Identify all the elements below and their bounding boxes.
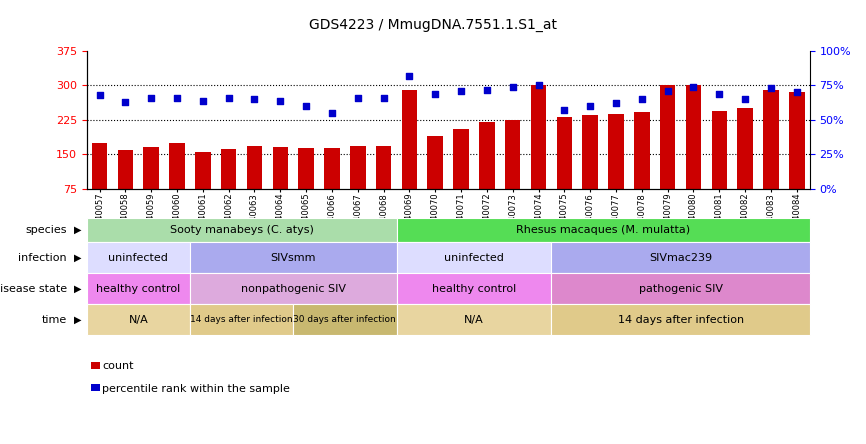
Bar bbox=[712, 111, 727, 223]
Point bbox=[93, 91, 107, 99]
Text: ▶: ▶ bbox=[74, 253, 81, 262]
Text: percentile rank within the sample: percentile rank within the sample bbox=[102, 384, 290, 393]
Point bbox=[377, 94, 391, 101]
Point bbox=[274, 97, 288, 104]
Bar bbox=[763, 90, 779, 223]
Text: species: species bbox=[25, 225, 67, 235]
Bar bbox=[608, 114, 624, 223]
Bar bbox=[505, 120, 520, 223]
Point bbox=[532, 82, 546, 89]
Text: disease state: disease state bbox=[0, 284, 67, 293]
Point bbox=[325, 109, 339, 116]
Text: ▶: ▶ bbox=[74, 225, 81, 235]
Point bbox=[299, 103, 313, 110]
Point bbox=[119, 99, 132, 106]
Text: healthy control: healthy control bbox=[432, 284, 516, 293]
Text: healthy control: healthy control bbox=[96, 284, 180, 293]
Text: nonpathogenic SIV: nonpathogenic SIV bbox=[241, 284, 346, 293]
Text: count: count bbox=[102, 361, 133, 371]
Point bbox=[170, 94, 184, 101]
Point bbox=[713, 90, 727, 97]
Point bbox=[403, 72, 417, 79]
Bar bbox=[660, 86, 675, 223]
Point bbox=[790, 89, 804, 96]
Bar bbox=[350, 146, 365, 223]
Text: Sooty manabeys (C. atys): Sooty manabeys (C. atys) bbox=[170, 225, 313, 235]
Bar bbox=[299, 148, 313, 223]
Text: time: time bbox=[42, 315, 67, 325]
Bar bbox=[324, 148, 339, 223]
Text: GDS4223 / MmugDNA.7551.1.S1_at: GDS4223 / MmugDNA.7551.1.S1_at bbox=[309, 18, 557, 32]
Point bbox=[248, 96, 262, 103]
Bar bbox=[169, 143, 184, 223]
Text: SIVmac239: SIVmac239 bbox=[649, 253, 712, 262]
Bar bbox=[118, 150, 133, 223]
Point bbox=[196, 97, 210, 104]
Point bbox=[480, 86, 494, 93]
Bar bbox=[789, 92, 805, 223]
Text: SIVsmm: SIVsmm bbox=[270, 253, 316, 262]
Bar bbox=[531, 86, 546, 223]
Text: 30 days after infection: 30 days after infection bbox=[294, 315, 397, 324]
Bar bbox=[247, 146, 262, 223]
Text: 14 days after infection: 14 days after infection bbox=[617, 315, 744, 325]
Point bbox=[429, 90, 443, 97]
Point bbox=[558, 107, 572, 114]
Point bbox=[145, 94, 158, 101]
Bar bbox=[634, 111, 650, 223]
Text: Rhesus macaques (M. mulatta): Rhesus macaques (M. mulatta) bbox=[516, 225, 690, 235]
Point bbox=[764, 85, 778, 92]
Bar bbox=[583, 115, 598, 223]
Bar bbox=[686, 86, 701, 223]
Text: ▶: ▶ bbox=[74, 315, 81, 325]
Point bbox=[738, 96, 752, 103]
Point bbox=[584, 103, 598, 110]
Bar bbox=[144, 147, 158, 223]
Bar bbox=[273, 147, 288, 223]
Text: N/A: N/A bbox=[128, 315, 148, 325]
Bar bbox=[737, 108, 753, 223]
Text: infection: infection bbox=[18, 253, 67, 262]
Bar bbox=[557, 117, 572, 223]
Text: N/A: N/A bbox=[464, 315, 484, 325]
Point bbox=[506, 83, 520, 91]
Text: uninfected: uninfected bbox=[108, 253, 168, 262]
Bar bbox=[221, 149, 236, 223]
Text: 14 days after infection: 14 days after infection bbox=[191, 315, 293, 324]
Text: ▶: ▶ bbox=[74, 284, 81, 293]
Text: pathogenic SIV: pathogenic SIV bbox=[638, 284, 722, 293]
Bar bbox=[428, 136, 443, 223]
Point bbox=[609, 100, 623, 107]
Bar bbox=[376, 146, 391, 223]
Bar bbox=[92, 143, 107, 223]
Point bbox=[454, 87, 468, 95]
Bar bbox=[402, 90, 417, 223]
Bar bbox=[453, 129, 469, 223]
Point bbox=[635, 96, 649, 103]
Bar bbox=[195, 152, 210, 223]
Point bbox=[661, 87, 675, 95]
Point bbox=[687, 83, 701, 91]
Point bbox=[351, 94, 365, 101]
Text: uninfected: uninfected bbox=[444, 253, 504, 262]
Point bbox=[222, 94, 236, 101]
Bar bbox=[479, 122, 494, 223]
